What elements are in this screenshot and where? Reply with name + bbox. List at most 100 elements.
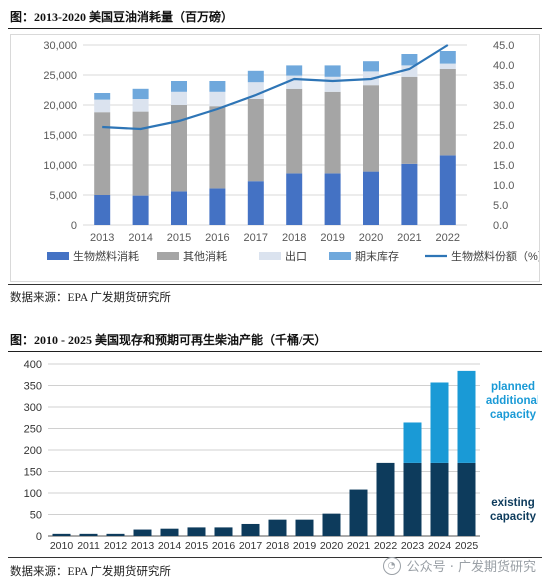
bar-segment xyxy=(94,112,111,195)
y-tick-label: 15,000 xyxy=(43,130,77,142)
series-line-biofuel-share xyxy=(102,44,449,131)
y-tick-label: 20,000 xyxy=(43,100,77,112)
x-tick-label: 2011 xyxy=(77,540,100,552)
bar-segment xyxy=(324,65,341,77)
legend-label: 生物燃料消耗 xyxy=(73,249,139,263)
bar-segment xyxy=(132,111,149,196)
watermark-text: 公众号 · 广发期货研究 xyxy=(406,560,536,575)
bar-segment xyxy=(363,61,379,72)
x-tick-label: 2010 xyxy=(50,540,74,552)
bar-segment xyxy=(268,519,287,536)
bar-segment xyxy=(247,70,264,83)
x-tick-label: 2023 xyxy=(401,540,425,552)
x-tick-label: 2018 xyxy=(282,232,306,244)
bar-segment xyxy=(322,513,341,536)
bar-segment xyxy=(94,195,111,225)
y-tick-label: 400 xyxy=(24,359,42,371)
annotation-existing: existing xyxy=(491,497,534,509)
y2-tick-label: 25.0 xyxy=(493,120,514,132)
x-tick-label: 2015 xyxy=(185,540,209,552)
bar-segment xyxy=(209,188,226,225)
x-tick-label: 2013 xyxy=(90,232,114,244)
bar-segment xyxy=(376,462,395,536)
bar-segment xyxy=(132,88,149,99)
bar-segment xyxy=(439,155,456,225)
annotation-existing: capacity xyxy=(490,511,537,523)
x-tick-label: 2016 xyxy=(212,540,236,552)
bar-segment xyxy=(457,370,476,463)
x-tick-label: 2024 xyxy=(428,540,452,552)
bar-segment xyxy=(403,422,422,463)
annotation-planned: planned xyxy=(491,381,535,393)
bar-segment xyxy=(401,163,418,225)
soybean-oil-chart: 0 5,000 10,000 15,000 20,000 25,000 30,000 0.0 5… xyxy=(10,34,549,282)
soybean-oil-chart-svg: 0 5,000 10,000 15,000 20,000 25,000 30,000 0.0 5… xyxy=(43,40,548,263)
renewable-diesel-chart: 0 50 100 150 200 250 300 350 400 2010 2011 2012 2013… xyxy=(10,356,540,552)
x-tick-label: 2022 xyxy=(374,540,398,552)
x-tick-label: 2017 xyxy=(239,540,263,552)
bar-segment xyxy=(94,99,111,113)
legend-swatch xyxy=(329,252,351,260)
bar-segment xyxy=(457,462,476,536)
bar-segment xyxy=(439,69,456,156)
bar-segment xyxy=(52,533,71,536)
bar-segment xyxy=(363,85,379,172)
x-tick-label: 2019 xyxy=(320,232,344,244)
y-tick-label: 100 xyxy=(24,488,42,500)
wechat-icon: ◔ xyxy=(382,556,401,575)
bar-segment xyxy=(171,105,187,192)
bar-segment xyxy=(133,529,152,536)
bar-segment xyxy=(324,76,341,92)
x-tick-label: 2020 xyxy=(320,540,344,552)
bar-segment xyxy=(430,462,449,536)
y-tick-label: 50 xyxy=(30,510,42,522)
bar-segment xyxy=(401,76,418,164)
bar-segment xyxy=(209,91,226,107)
y-tick-label: 350 xyxy=(24,381,42,393)
y-tick-label: 30,000 xyxy=(43,40,77,52)
bar-segment xyxy=(209,81,226,92)
bar-segment xyxy=(79,533,98,536)
x-tick-label: 2014 xyxy=(158,540,182,552)
x-tick-label: 2012 xyxy=(104,540,128,552)
figure1-source: 数据来源：EPA 广发期货研究所 xyxy=(10,292,171,304)
bar-segment xyxy=(171,91,187,105)
bar-segment xyxy=(430,382,449,463)
bar-segment xyxy=(106,533,125,536)
bar-segment xyxy=(241,523,260,536)
y-tick-label: 5,000 xyxy=(49,190,77,202)
bar-segment xyxy=(439,63,456,69)
legend-label: 其他消耗 xyxy=(183,249,227,263)
legend-swatch xyxy=(47,252,69,260)
bar-segment xyxy=(132,195,149,225)
bar-segment xyxy=(439,51,456,64)
figure1-top-rule xyxy=(8,28,542,29)
bar-segment xyxy=(171,191,187,225)
y2-tick-label: 0.0 xyxy=(493,220,508,232)
annotation-planned: capacity xyxy=(490,409,537,421)
bar-segment xyxy=(295,519,314,536)
x-tick-label: 2018 xyxy=(266,540,290,552)
x-tick-label: 2020 xyxy=(359,232,383,244)
bar-segment xyxy=(247,99,264,182)
x-tick-label: 2022 xyxy=(436,232,460,244)
legend-swatch xyxy=(157,252,179,260)
y2-tick-label: 35.0 xyxy=(493,80,514,92)
bar-segment xyxy=(349,489,368,536)
figure2-top-rule xyxy=(8,351,542,352)
y-tick-label: 300 xyxy=(24,402,42,414)
bar-segment xyxy=(247,181,264,225)
x-tick-label: 2013 xyxy=(131,540,155,552)
y-tick-label: 0 xyxy=(71,220,77,232)
legend-swatch xyxy=(259,252,281,260)
bar-segment xyxy=(401,65,418,77)
y-tick-label: 150 xyxy=(24,467,42,479)
bar-segment xyxy=(286,173,303,225)
legend-label: 出口 xyxy=(285,249,307,263)
bar-segment xyxy=(401,54,418,66)
y-tick-label: 10,000 xyxy=(43,160,77,172)
legend-label: 生物燃料份额（%） xyxy=(451,249,539,263)
y-tick-label: 200 xyxy=(24,445,42,457)
bar-segment xyxy=(324,91,341,174)
y2-tick-label: 30.0 xyxy=(493,100,514,112)
